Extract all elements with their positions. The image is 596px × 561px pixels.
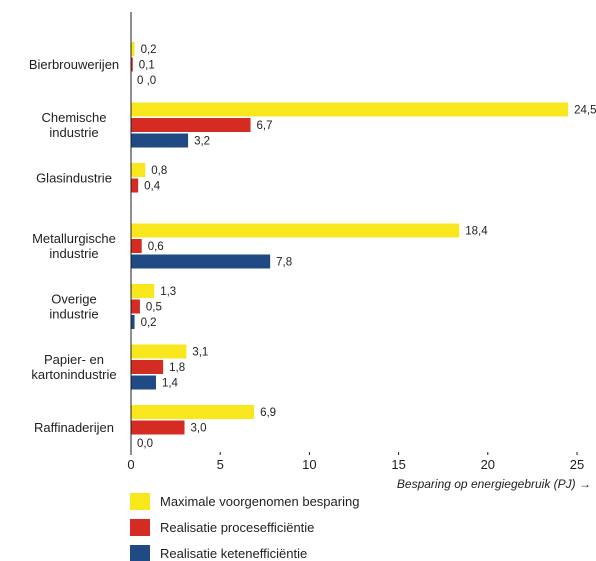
bar bbox=[131, 315, 135, 329]
legend-swatch bbox=[130, 519, 150, 536]
bar bbox=[131, 178, 139, 193]
bar bbox=[131, 344, 187, 359]
bar bbox=[131, 299, 140, 314]
data-label: 6,9 bbox=[260, 407, 276, 419]
x-tick-label: 25 bbox=[570, 457, 584, 472]
bar bbox=[131, 42, 135, 56]
legend: Maximale voorgenomen besparing Realisatie… bbox=[130, 493, 359, 561]
data-label: 1,4 bbox=[162, 378, 179, 390]
data-label: 3,1 bbox=[192, 347, 208, 359]
data-label: 3,2 bbox=[194, 136, 210, 148]
bar bbox=[131, 239, 142, 253]
data-label: 0,8 bbox=[151, 165, 167, 177]
bar bbox=[131, 102, 569, 117]
bar bbox=[131, 360, 164, 374]
data-label: 0,5 bbox=[146, 302, 162, 314]
category-label: Bierbrouwerijen bbox=[29, 57, 119, 72]
bar bbox=[131, 405, 255, 419]
data-label: 0,0 bbox=[137, 438, 153, 450]
data-label: 1,8 bbox=[169, 362, 185, 374]
x-axis: 0 5 10 15 20 25 Besparing op energiegebruik (P… bbox=[127, 12, 591, 491]
data-label: 0,2 bbox=[141, 44, 157, 56]
bar bbox=[131, 223, 460, 238]
legend-label: Realisatie procesefficiëntie bbox=[160, 520, 314, 535]
data-label: 18,4 bbox=[465, 226, 488, 238]
bar bbox=[131, 420, 185, 435]
bar bbox=[131, 118, 251, 132]
data-label: 0,4 bbox=[144, 181, 161, 193]
legend-label: Maximale voorgenomen besparing bbox=[160, 494, 359, 509]
data-label: 3,0 bbox=[191, 423, 207, 435]
category-label: Chemische industrie bbox=[41, 110, 106, 140]
legend-label: Realisatie ketenefficiëntie bbox=[160, 546, 307, 561]
category-label: Metallurgische industrie bbox=[32, 231, 116, 261]
bar bbox=[131, 375, 156, 390]
bar bbox=[131, 163, 146, 177]
legend-item: Maximale voorgenomen besparing bbox=[130, 493, 359, 510]
category-label: Overige industrie bbox=[49, 292, 98, 322]
data-label: 0,1 bbox=[139, 60, 155, 72]
legend-item: Realisatie ketenefficiëntie bbox=[130, 545, 307, 561]
x-axis-title: Besparing op energiegebruik (PJ) → bbox=[397, 477, 591, 491]
category-label: Raffinaderijen bbox=[34, 420, 114, 435]
x-tick-label: 10 bbox=[302, 457, 316, 472]
bar bbox=[131, 133, 189, 148]
x-tick-label: 0 bbox=[127, 457, 134, 472]
data-label: 0 ,0 bbox=[137, 75, 156, 87]
legend-item: Realisatie procesefficiëntie bbox=[130, 519, 314, 536]
category-labels: Bierbrouwerijen Chemische industrie Glasind… bbox=[29, 57, 119, 435]
category-label: Glasindustrie bbox=[36, 170, 112, 185]
data-label: 7,8 bbox=[276, 257, 292, 269]
x-tick-label: 20 bbox=[481, 457, 495, 472]
data-label: 0,2 bbox=[141, 317, 157, 329]
data-label: 0,6 bbox=[148, 241, 164, 253]
x-tick-label: 15 bbox=[391, 457, 405, 472]
legend-swatch bbox=[130, 493, 150, 510]
data-label: 24,5 bbox=[574, 105, 596, 117]
data-label: 6,7 bbox=[257, 120, 273, 132]
bar bbox=[131, 57, 133, 72]
category-label: Papier- en kartonindustrie bbox=[31, 352, 116, 382]
legend-swatch bbox=[130, 545, 150, 561]
bar bbox=[131, 284, 155, 298]
bars-layer: 0,2 0,1 0 ,0 24,5 6,7 3,2 0,8 0,4 18,4 0,6 7,8 1,3 0… bbox=[131, 42, 596, 450]
bar bbox=[131, 254, 271, 269]
data-label: 1,3 bbox=[160, 286, 176, 298]
x-tick-label: 5 bbox=[217, 457, 224, 472]
